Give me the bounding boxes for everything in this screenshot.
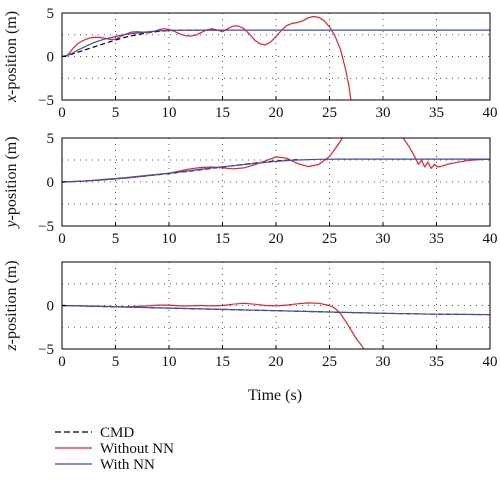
x-tick-label: 25 — [322, 105, 337, 121]
series-with-nn — [62, 158, 490, 183]
legend-entry: CMD — [55, 425, 134, 441]
y-tick-label: 5 — [47, 131, 55, 147]
x-tick-label: 20 — [269, 354, 284, 370]
series-with-nn — [62, 304, 490, 316]
grid — [62, 138, 490, 226]
x-tick-label: 35 — [429, 105, 444, 121]
x-tick-label: 10 — [162, 354, 177, 370]
y-tick-label: −5 — [38, 93, 54, 109]
y-axis-title: z-position (m) — [3, 260, 20, 351]
y-tick-label: 5 — [47, 6, 55, 22]
series-with-nn — [62, 29, 490, 58]
y-tick-label: 0 — [47, 50, 55, 66]
x-tick-label: 15 — [215, 105, 230, 121]
x-tick-label: 15 — [215, 231, 230, 247]
x-tick-label: 35 — [429, 354, 444, 370]
x-tick-label: 40 — [483, 231, 498, 247]
legend-label: With NN — [100, 457, 155, 473]
y-axis-title: y-position (m) — [3, 136, 20, 229]
y-tick-label: −5 — [38, 219, 54, 235]
legend-label: Without NN — [100, 441, 174, 457]
x-tick-label: 0 — [58, 231, 66, 247]
x-tick-label: 40 — [483, 354, 498, 370]
grid — [62, 13, 490, 100]
y-axis-title: x-position (m) — [3, 11, 20, 103]
legend-entry: Without NN — [55, 441, 174, 457]
y-tick-label: −5 — [38, 342, 54, 358]
x-tick-label: 25 — [322, 354, 337, 370]
x-tick-label: 15 — [215, 354, 230, 370]
grid — [62, 262, 490, 349]
plot-frame — [61, 12, 491, 101]
x-tick-label: 20 — [269, 231, 284, 247]
series-without-nn — [62, 15, 352, 100]
x-tick-label: 0 — [58, 354, 66, 370]
x-tick-label: 0 — [58, 105, 66, 121]
x-tick-label: 35 — [429, 231, 444, 247]
legend-entry: With NN — [55, 457, 155, 473]
plot-frame — [61, 137, 491, 227]
legend-label: CMD — [100, 425, 134, 441]
y-tick-label: 0 — [47, 299, 55, 315]
x-tick-label: 10 — [162, 105, 177, 121]
x-tick-label: 5 — [112, 105, 120, 121]
x-axis-title: Time (s) — [248, 387, 302, 404]
x-tick-label: 20 — [269, 105, 284, 121]
x-tick-label: 5 — [112, 231, 120, 247]
series-without-nn — [62, 302, 365, 349]
x-tick-label: 5 — [112, 354, 120, 370]
x-tick-label: 30 — [376, 105, 391, 121]
panel-3: 0 5 10 15 20 25 30 35 400−5z-position (m) — [3, 260, 498, 370]
x-tick-label: 30 — [376, 231, 391, 247]
x-tick-label: 25 — [322, 231, 337, 247]
x-tick-label: 40 — [483, 105, 498, 121]
y-tick-label: 0 — [47, 175, 55, 191]
series-without-nn — [62, 138, 490, 183]
x-tick-label: 10 — [162, 231, 177, 247]
x-tick-label: 30 — [376, 354, 391, 370]
